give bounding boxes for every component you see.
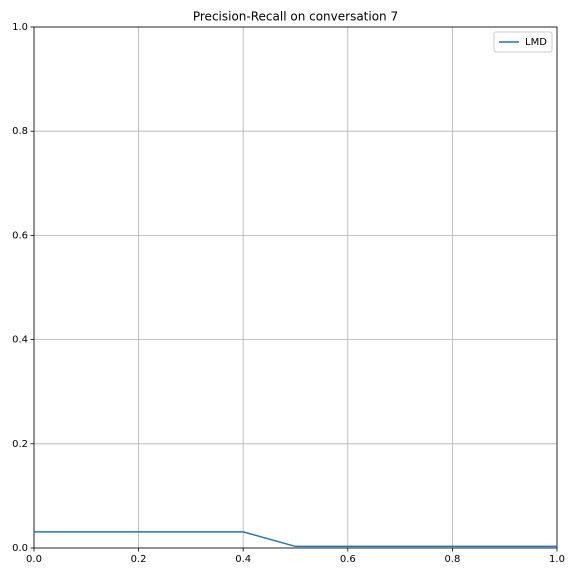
y-tick-label: 0.8 (12, 126, 28, 137)
x-tick-label: 0.4 (235, 554, 251, 565)
legend-box (493, 31, 553, 53)
x-tick-label: 0.6 (340, 554, 356, 565)
chart-title: Precision-Recall on conversation 7 (193, 10, 398, 24)
y-tick-label: 0.0 (12, 543, 28, 554)
x-tick-label: 0.8 (444, 554, 460, 565)
y-tick-label: 1.0 (12, 22, 28, 33)
y-tick-label: 0.4 (12, 335, 28, 346)
y-tick-label: 0.2 (12, 439, 28, 450)
y-tick-label: 0.6 (12, 230, 28, 241)
legend-label: LMD (525, 37, 547, 48)
x-tick-label: 0.0 (26, 554, 42, 565)
line (34, 531, 557, 548)
plot-frame (33, 26, 558, 549)
x-tick-label: 0.2 (131, 554, 147, 565)
x-tick-label: 1.0 (549, 554, 565, 565)
